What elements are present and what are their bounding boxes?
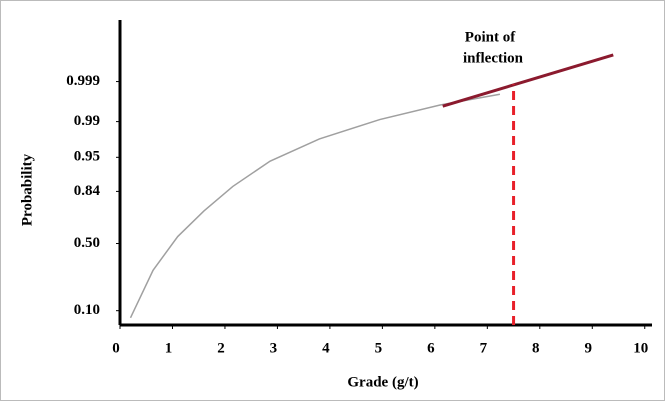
y-tick-label: 0.10: [74, 302, 100, 318]
x-tick-label: 10: [633, 340, 648, 356]
y-axis-label: Probability: [19, 153, 35, 226]
x-tick-label: 1: [165, 340, 173, 356]
x-tick-label: 0: [112, 340, 120, 356]
tangent-line: [442, 53, 614, 108]
x-tick-label: 3: [270, 340, 278, 356]
x-tick-label: 2: [217, 340, 225, 356]
x-tick-label: 8: [532, 340, 540, 356]
y-tick-label: 0.95: [74, 149, 100, 165]
y-tick-label: 0.84: [74, 183, 101, 199]
x-tick-label: 9: [585, 340, 593, 356]
annotation: inflection: [463, 50, 524, 66]
y-tick-label: 0.99: [74, 113, 100, 129]
annotation: Point of: [465, 29, 516, 45]
x-axis-label: Grade (g/t): [347, 374, 418, 390]
x-tick-label: 6: [427, 340, 435, 356]
line: [129, 93, 501, 319]
x-tick-label: 4: [322, 340, 330, 356]
x-tick-label: 7: [480, 340, 488, 356]
x-tick-label: 5: [375, 340, 383, 356]
y-tick-label: 0.50: [74, 235, 100, 251]
y-tick-label: 0.999: [66, 73, 100, 89]
